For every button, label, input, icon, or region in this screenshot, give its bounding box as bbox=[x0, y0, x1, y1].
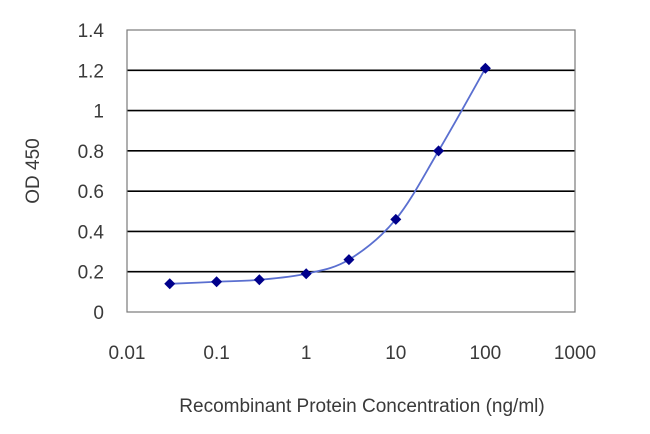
data-point bbox=[164, 278, 176, 290]
y-tick-label: 1.4 bbox=[78, 21, 105, 42]
y-tick-label: 0.8 bbox=[78, 142, 104, 163]
x-tick-label: 10 bbox=[385, 343, 406, 364]
y-tick-label: 0.6 bbox=[78, 182, 104, 203]
data-point bbox=[433, 145, 445, 157]
x-tick-label: 100 bbox=[470, 343, 502, 364]
plot-frame bbox=[126, 29, 576, 313]
y-tick-label: 1 bbox=[93, 102, 104, 123]
y-axis-label: OD 450 bbox=[23, 138, 44, 203]
y-tick-labels: 0 0.2 0.4 0.6 0.8 1 1.2 1.4 bbox=[78, 21, 105, 324]
data-markers bbox=[164, 62, 491, 290]
data-point bbox=[390, 213, 402, 225]
x-tick-label: 0.01 bbox=[109, 343, 146, 364]
x-tick-label: 0.1 bbox=[203, 343, 229, 364]
data-point bbox=[211, 276, 223, 288]
data-point bbox=[300, 268, 312, 280]
y-tick-label: 0 bbox=[93, 303, 104, 324]
series-curve bbox=[169, 67, 487, 285]
y-tick-label: 0.2 bbox=[78, 263, 104, 284]
data-point bbox=[479, 62, 491, 74]
y-tick-label: 0.4 bbox=[78, 222, 105, 243]
grid-lines bbox=[127, 69, 575, 273]
x-tick-labels: 0.01 0.1 1 10 100 1000 bbox=[109, 343, 597, 364]
x-tick-label: 1000 bbox=[554, 343, 596, 364]
x-tick-label: 1 bbox=[301, 343, 312, 364]
y-tick-label: 1.2 bbox=[78, 61, 104, 82]
data-point bbox=[253, 274, 265, 286]
data-point bbox=[343, 254, 355, 266]
x-axis-label: Recombinant Protein Concentration (ng/ml… bbox=[179, 396, 544, 417]
